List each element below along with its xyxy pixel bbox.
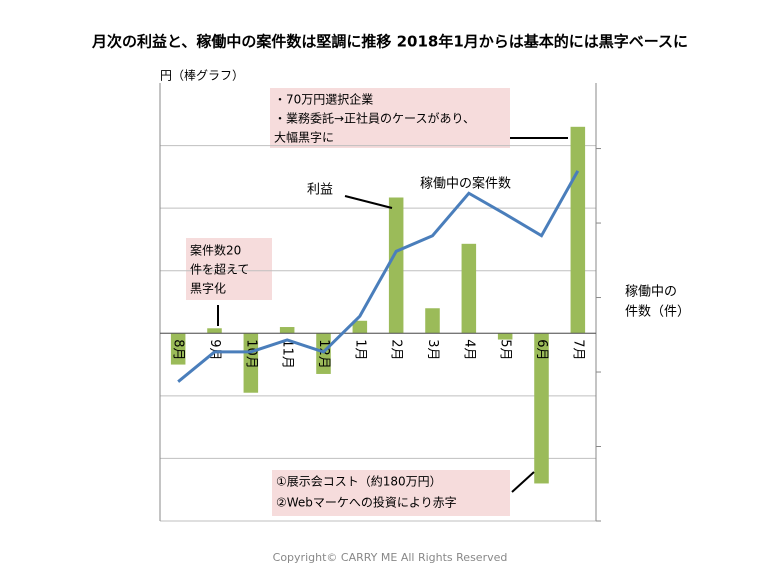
annotation: ・業務委託→正社員のケースがあり、 (274, 111, 475, 126)
chart-title: 月次の利益と、稼働中の案件数は堅調に推移 2018年1月からは基本的には黒字ベー… (91, 33, 688, 51)
bar (352, 320, 368, 334)
annotation: ②Webマーケへの投資により赤字 (276, 495, 457, 510)
annotation-box (272, 470, 510, 516)
x-tick-label: 1月 (352, 339, 367, 360)
series-label: 稼働中の案件数 (420, 177, 511, 192)
callout-line (344, 195, 393, 209)
annotation-box (186, 238, 272, 300)
bar (279, 327, 295, 334)
bar (534, 333, 549, 484)
bar (316, 333, 331, 374)
x-tick-label: 2月 (389, 339, 404, 360)
bar (570, 126, 586, 334)
y2-axis-label: 稼働中の (625, 285, 677, 300)
annotation: ・70万円選択企業 (274, 92, 373, 107)
footer: Copyright© CARRY ME All Rights Reserved (273, 551, 508, 564)
bar (497, 333, 513, 340)
annotation: 大幅黒字に (274, 130, 334, 145)
annotation: 黒字化 (190, 281, 226, 296)
bar (170, 333, 186, 365)
y2-axis-label: 件数（件） (625, 305, 690, 320)
x-tick-label: 5月 (498, 339, 513, 360)
x-tick-label: 10月 (243, 339, 258, 369)
x-tick-label: 12月 (316, 339, 331, 369)
plot-area: 8月 9月 10月 11月 12月 1月 2月 3月 4月 5月 6月 7月 (159, 83, 601, 522)
x-tick-label: 7月 (570, 339, 585, 360)
x-tick-label: 3月 (425, 339, 440, 360)
x-tick-label: 4月 (461, 339, 476, 360)
annotation: 件を超えて (190, 262, 249, 277)
y-axis-label: 円（棒グラフ） (160, 69, 244, 83)
x-tick-label: 6月 (534, 339, 549, 360)
bar (207, 328, 222, 334)
annotation-box (270, 88, 510, 148)
callout-line (511, 471, 535, 493)
x-tick-label: 11月 (280, 339, 295, 369)
series-label: 利益 (307, 183, 333, 198)
bar (243, 333, 259, 393)
x-tick-label: 8月 (171, 339, 186, 360)
line (177, 170, 580, 383)
annotation: ①展示会コスト（約180万円） (276, 474, 442, 489)
annotation: 案件数20 (190, 243, 241, 258)
bar (425, 308, 440, 334)
bar (388, 197, 404, 334)
bar (461, 243, 477, 334)
